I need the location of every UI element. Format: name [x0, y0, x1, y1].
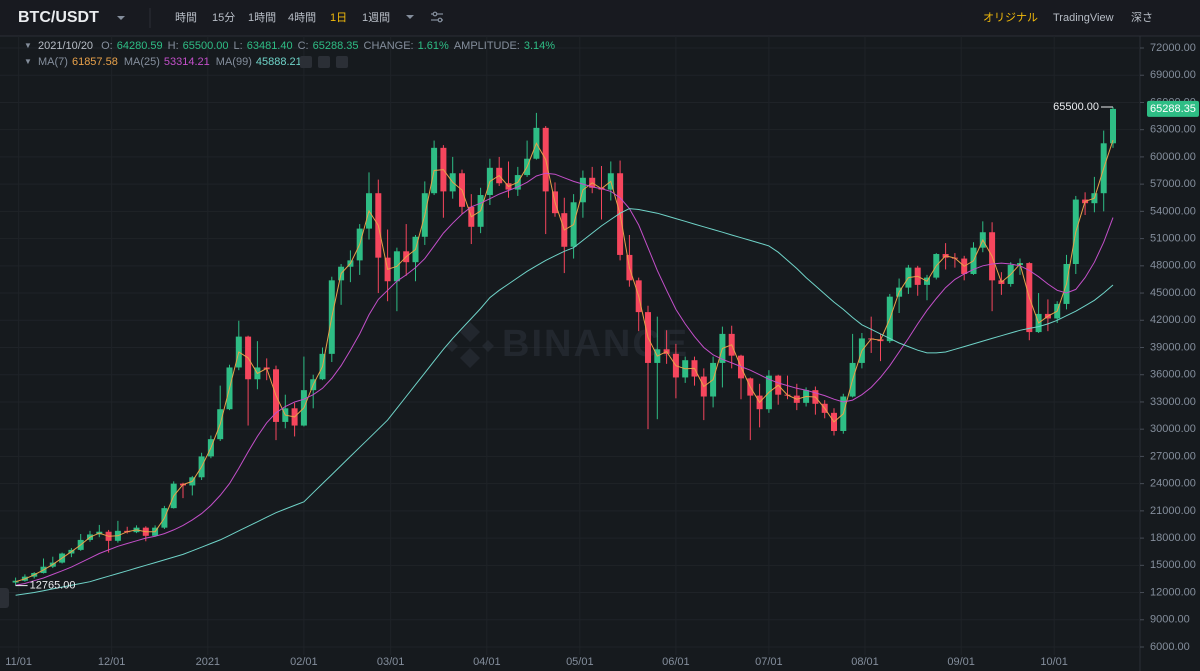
moving-average-line: [15, 172, 1114, 586]
x-tick-label: 02/01: [290, 656, 318, 668]
legend-icon[interactable]: [336, 56, 348, 68]
y-tick-label: 39000.00: [1150, 341, 1196, 353]
ma-legend-value: 45888.21: [256, 56, 302, 68]
y-tick-label: 6000.00: [1150, 641, 1190, 653]
ma-legend-value: 61857.58: [72, 56, 118, 68]
settings-icon[interactable]: [431, 11, 443, 23]
y-tick-label: 27000.00: [1150, 450, 1196, 462]
watermark-text: BINANCE: [502, 323, 689, 365]
view-bar: オリジナル TradingView 深さ: [983, 11, 1153, 24]
y-tick-label: 30000.00: [1150, 423, 1196, 435]
y-tick-label: 33000.00: [1150, 396, 1196, 408]
legend-date: 2021/10/20: [38, 40, 93, 52]
ma-legend-label: MA(25): [124, 56, 160, 68]
symbol-dropdown[interactable]: [117, 16, 125, 20]
y-tick-label: 45000.00: [1150, 287, 1196, 299]
x-tick-label: 2021: [196, 656, 220, 668]
legend-label: O:: [101, 40, 113, 52]
view-button[interactable]: TradingView: [1053, 12, 1114, 24]
interval-bar: 時間 15分 1時間 4時間 1日 1週間: [175, 11, 390, 24]
x-tick-label: 08/01: [851, 656, 879, 668]
candle-body: [1110, 108, 1116, 144]
top-bar: [0, 0, 1200, 36]
view-button[interactable]: 深さ: [1131, 11, 1153, 24]
interval-button[interactable]: 1時間: [248, 11, 276, 24]
moving-average-line: [15, 139, 1114, 583]
x-tick-label: 12/01: [98, 656, 126, 668]
legend-value: 65288.35: [313, 40, 359, 52]
y-tick-label: 15000.00: [1150, 559, 1196, 571]
interval-button[interactable]: 4時間: [288, 11, 316, 24]
y-tick-label: 42000.00: [1150, 314, 1196, 326]
y-tick-label: 48000.00: [1150, 260, 1196, 272]
watermark: BINANCE: [446, 322, 689, 368]
legend-toggle[interactable]: ▼: [24, 41, 32, 50]
y-tick-label: 72000.00: [1150, 42, 1196, 54]
high-label: 65500.00: [1053, 101, 1099, 113]
watermark-logo: [446, 322, 494, 368]
legend-value: 64280.59: [117, 40, 163, 52]
y-tick-label: 54000.00: [1150, 205, 1196, 217]
y-tick-label: 60000.00: [1150, 151, 1196, 163]
interval-dropdown[interactable]: [406, 15, 414, 19]
last-price-box: [1147, 100, 1199, 117]
y-tick-label: 12000.00: [1150, 586, 1196, 598]
legend-value: 1.61%: [418, 40, 449, 52]
y-tick-label: 24000.00: [1150, 478, 1196, 490]
legend-toggle[interactable]: ▼: [24, 57, 32, 66]
interval-button[interactable]: 時間: [175, 11, 197, 24]
legend-icon[interactable]: [318, 56, 330, 68]
y-tick-label: 21000.00: [1150, 505, 1196, 517]
y-tick-label: 57000.00: [1150, 178, 1196, 190]
interval-button[interactable]: 1日: [330, 12, 347, 24]
x-tick-label: 11/01: [5, 656, 32, 668]
view-button[interactable]: オリジナル: [983, 11, 1038, 24]
x-tick-label: 04/01: [473, 656, 501, 668]
ma-legend: ▼ MA(7) 61857.58 MA(25) 53314.21 MA(99) 45888…: [24, 56, 302, 68]
legend-value: 63481.40: [247, 40, 293, 52]
legend-value: 65500.00: [183, 40, 229, 52]
ma-legend-label: MA(7): [38, 56, 68, 68]
interval-button[interactable]: 1週間: [362, 11, 390, 24]
legend-label: L:: [234, 40, 243, 52]
last-price-label: 65288.35: [1150, 103, 1196, 115]
legend-label: CHANGE:: [364, 40, 414, 52]
side-tab[interactable]: [0, 588, 9, 608]
y-tick-label: 69000.00: [1150, 69, 1196, 81]
legend-icon[interactable]: [300, 56, 312, 68]
legend-label: C:: [298, 40, 309, 52]
x-tick-label: 03/01: [377, 656, 405, 668]
x-tick-label: 06/01: [662, 656, 690, 668]
moving-average-line: [15, 208, 1114, 596]
legend-label: AMPLITUDE:: [454, 40, 520, 52]
y-tick-label: 18000.00: [1150, 532, 1196, 544]
ma-legend-value: 53314.21: [164, 56, 210, 68]
ma-legend-label: MA(99): [216, 56, 252, 68]
interval-button[interactable]: 15分: [212, 11, 235, 24]
x-tick-label: 09/01: [947, 656, 975, 668]
x-tick-label: 10/01: [1040, 656, 1068, 668]
y-tick-label: 9000.00: [1150, 614, 1190, 626]
low-label: 12765.00: [30, 580, 76, 592]
y-tick-label: 36000.00: [1150, 369, 1196, 381]
y-tick-label: 51000.00: [1150, 232, 1196, 244]
symbol[interactable]: BTC/USDT: [18, 9, 99, 26]
plot-area: BINANCE: [0, 36, 1140, 655]
legend-label: H:: [168, 40, 179, 52]
ohlc-legend: ▼ 2021/10/20 O: 64280.59 H: 65500.00 L: 63481…: [24, 40, 555, 52]
x-tick-label: 07/01: [755, 656, 783, 668]
y-tick-label: 63000.00: [1150, 124, 1196, 136]
x-tick-label: 05/01: [566, 656, 594, 668]
legend-value: 3.14%: [524, 40, 555, 52]
